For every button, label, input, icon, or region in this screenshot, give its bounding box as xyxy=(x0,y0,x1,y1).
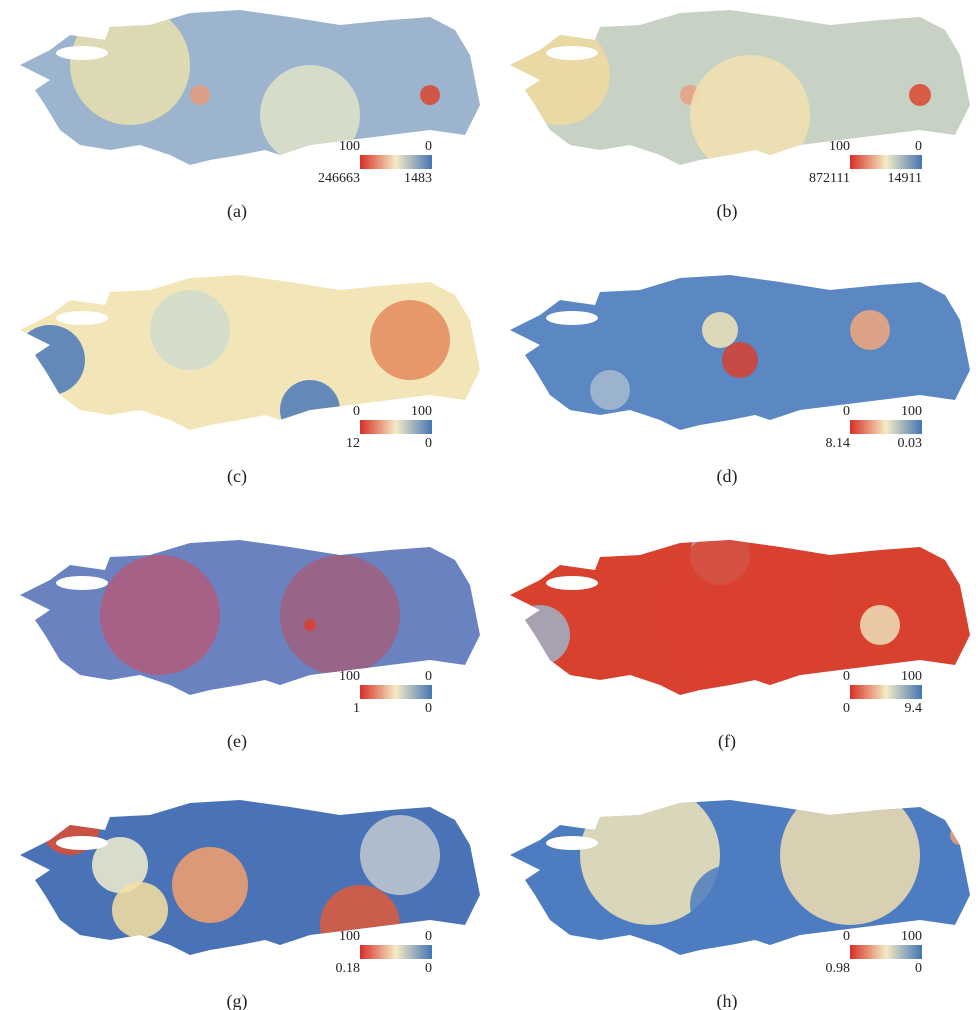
legend-bottom-left: 246663 xyxy=(318,171,360,186)
legend-top-left: 0 xyxy=(843,404,850,419)
sea xyxy=(56,576,108,590)
legend-bar xyxy=(850,945,922,959)
panel: 100 0 246663 1483 (a) xyxy=(10,5,490,222)
legend-bottom-right: 0 xyxy=(425,436,432,451)
map-region xyxy=(112,882,168,938)
sea xyxy=(546,576,598,590)
legend-top-right: 0 xyxy=(425,929,432,944)
panel-label: (e) xyxy=(227,731,247,752)
legend-bottom-left: 872111 xyxy=(809,171,850,186)
panel-label: (a) xyxy=(227,201,247,222)
map-region xyxy=(280,555,400,675)
panel-label: (c) xyxy=(227,466,247,487)
legend-bottom-right: 9.4 xyxy=(905,701,923,716)
legend-top-right: 100 xyxy=(901,669,922,684)
legend-bottom-left: 0.98 xyxy=(826,961,851,976)
legend-bottom-left: 1 xyxy=(353,701,360,716)
map-region xyxy=(690,55,810,175)
legend-top-left: 100 xyxy=(339,929,360,944)
map-region xyxy=(722,342,758,378)
legend-top-right: 0 xyxy=(915,139,922,154)
legend-top-right: 100 xyxy=(411,404,432,419)
sea xyxy=(546,311,598,325)
legend-bottom-right: 0.03 xyxy=(898,436,923,451)
panel-label: (h) xyxy=(717,991,738,1010)
map-region xyxy=(950,825,970,845)
legend-bottom-right: 0 xyxy=(425,701,432,716)
sea xyxy=(56,46,108,60)
legend-bottom-left: 0.18 xyxy=(336,961,361,976)
legend-top-left: 0 xyxy=(843,669,850,684)
panel: 0 100 8.14 0.03 (d) xyxy=(500,270,978,487)
map-region xyxy=(100,555,220,675)
legend-top-left: 100 xyxy=(829,139,850,154)
legend-top-left: 100 xyxy=(339,669,360,684)
legend-bottom-left: 8.14 xyxy=(826,436,851,451)
legend-bar xyxy=(360,420,432,434)
legend-top-left: 0 xyxy=(843,929,850,944)
legend-bar xyxy=(850,155,922,169)
legend-bottom-right: 0 xyxy=(915,961,922,976)
map xyxy=(10,535,490,705)
legend-bottom-right: 1483 xyxy=(404,171,432,186)
map-region xyxy=(510,605,570,665)
map xyxy=(10,795,490,965)
legend-bottom-left: 0 xyxy=(843,701,850,716)
map-region xyxy=(690,865,770,945)
map-region xyxy=(190,85,210,105)
map xyxy=(10,5,490,175)
sea xyxy=(56,311,108,325)
map-region xyxy=(909,84,931,106)
map-region xyxy=(70,5,190,125)
map-region xyxy=(304,619,316,631)
map-region xyxy=(150,290,230,370)
panel: 0 100 0 9.4 (f) xyxy=(500,525,978,752)
panel-label: (f) xyxy=(718,731,736,752)
panel: 100 0 0.18 0 (g) xyxy=(10,795,490,1010)
sea xyxy=(56,836,108,850)
panel: 0 100 12 0 (c) xyxy=(10,270,490,487)
map-region xyxy=(15,325,85,395)
legend-top-right: 0 xyxy=(425,669,432,684)
map-base xyxy=(10,535,490,705)
legend-top-right: 0 xyxy=(425,139,432,154)
legend-top-right: 100 xyxy=(901,404,922,419)
legend-top-left: 100 xyxy=(339,139,360,154)
map xyxy=(500,5,978,175)
panel-label: (b) xyxy=(717,201,738,222)
sea xyxy=(546,836,598,850)
map-region xyxy=(590,370,630,410)
map-region xyxy=(780,785,920,925)
legend-bar xyxy=(850,685,922,699)
panel: 100 0 872111 14911 (b) xyxy=(500,5,978,222)
map-region xyxy=(172,847,248,923)
legend-bar xyxy=(850,420,922,434)
legend-bottom-right: 0 xyxy=(425,961,432,976)
legend-top-left: 0 xyxy=(353,404,360,419)
map-region xyxy=(660,525,840,705)
legend-bottom-left: 12 xyxy=(346,436,360,451)
map-region xyxy=(860,605,900,645)
map-region xyxy=(360,815,440,895)
panel-label: (g) xyxy=(227,991,248,1010)
map-region xyxy=(702,312,738,348)
legend-bottom-right: 14911 xyxy=(888,171,922,186)
figure: 10002466631483(a)100087211114911(b)01001… xyxy=(0,0,978,1010)
legend-bar xyxy=(360,945,432,959)
panel: 100 0 1 0 (e) xyxy=(10,535,490,752)
legend-bar xyxy=(360,155,432,169)
panel-label: (d) xyxy=(717,466,738,487)
panel: 0 100 0.98 0 (h) xyxy=(500,785,978,1010)
map-region xyxy=(370,300,450,380)
legend-bar xyxy=(360,685,432,699)
map-region xyxy=(850,310,890,350)
legend-top-right: 100 xyxy=(901,929,922,944)
map-region xyxy=(280,380,340,440)
map-region xyxy=(420,85,440,105)
sea xyxy=(546,46,598,60)
map-region xyxy=(510,25,610,125)
